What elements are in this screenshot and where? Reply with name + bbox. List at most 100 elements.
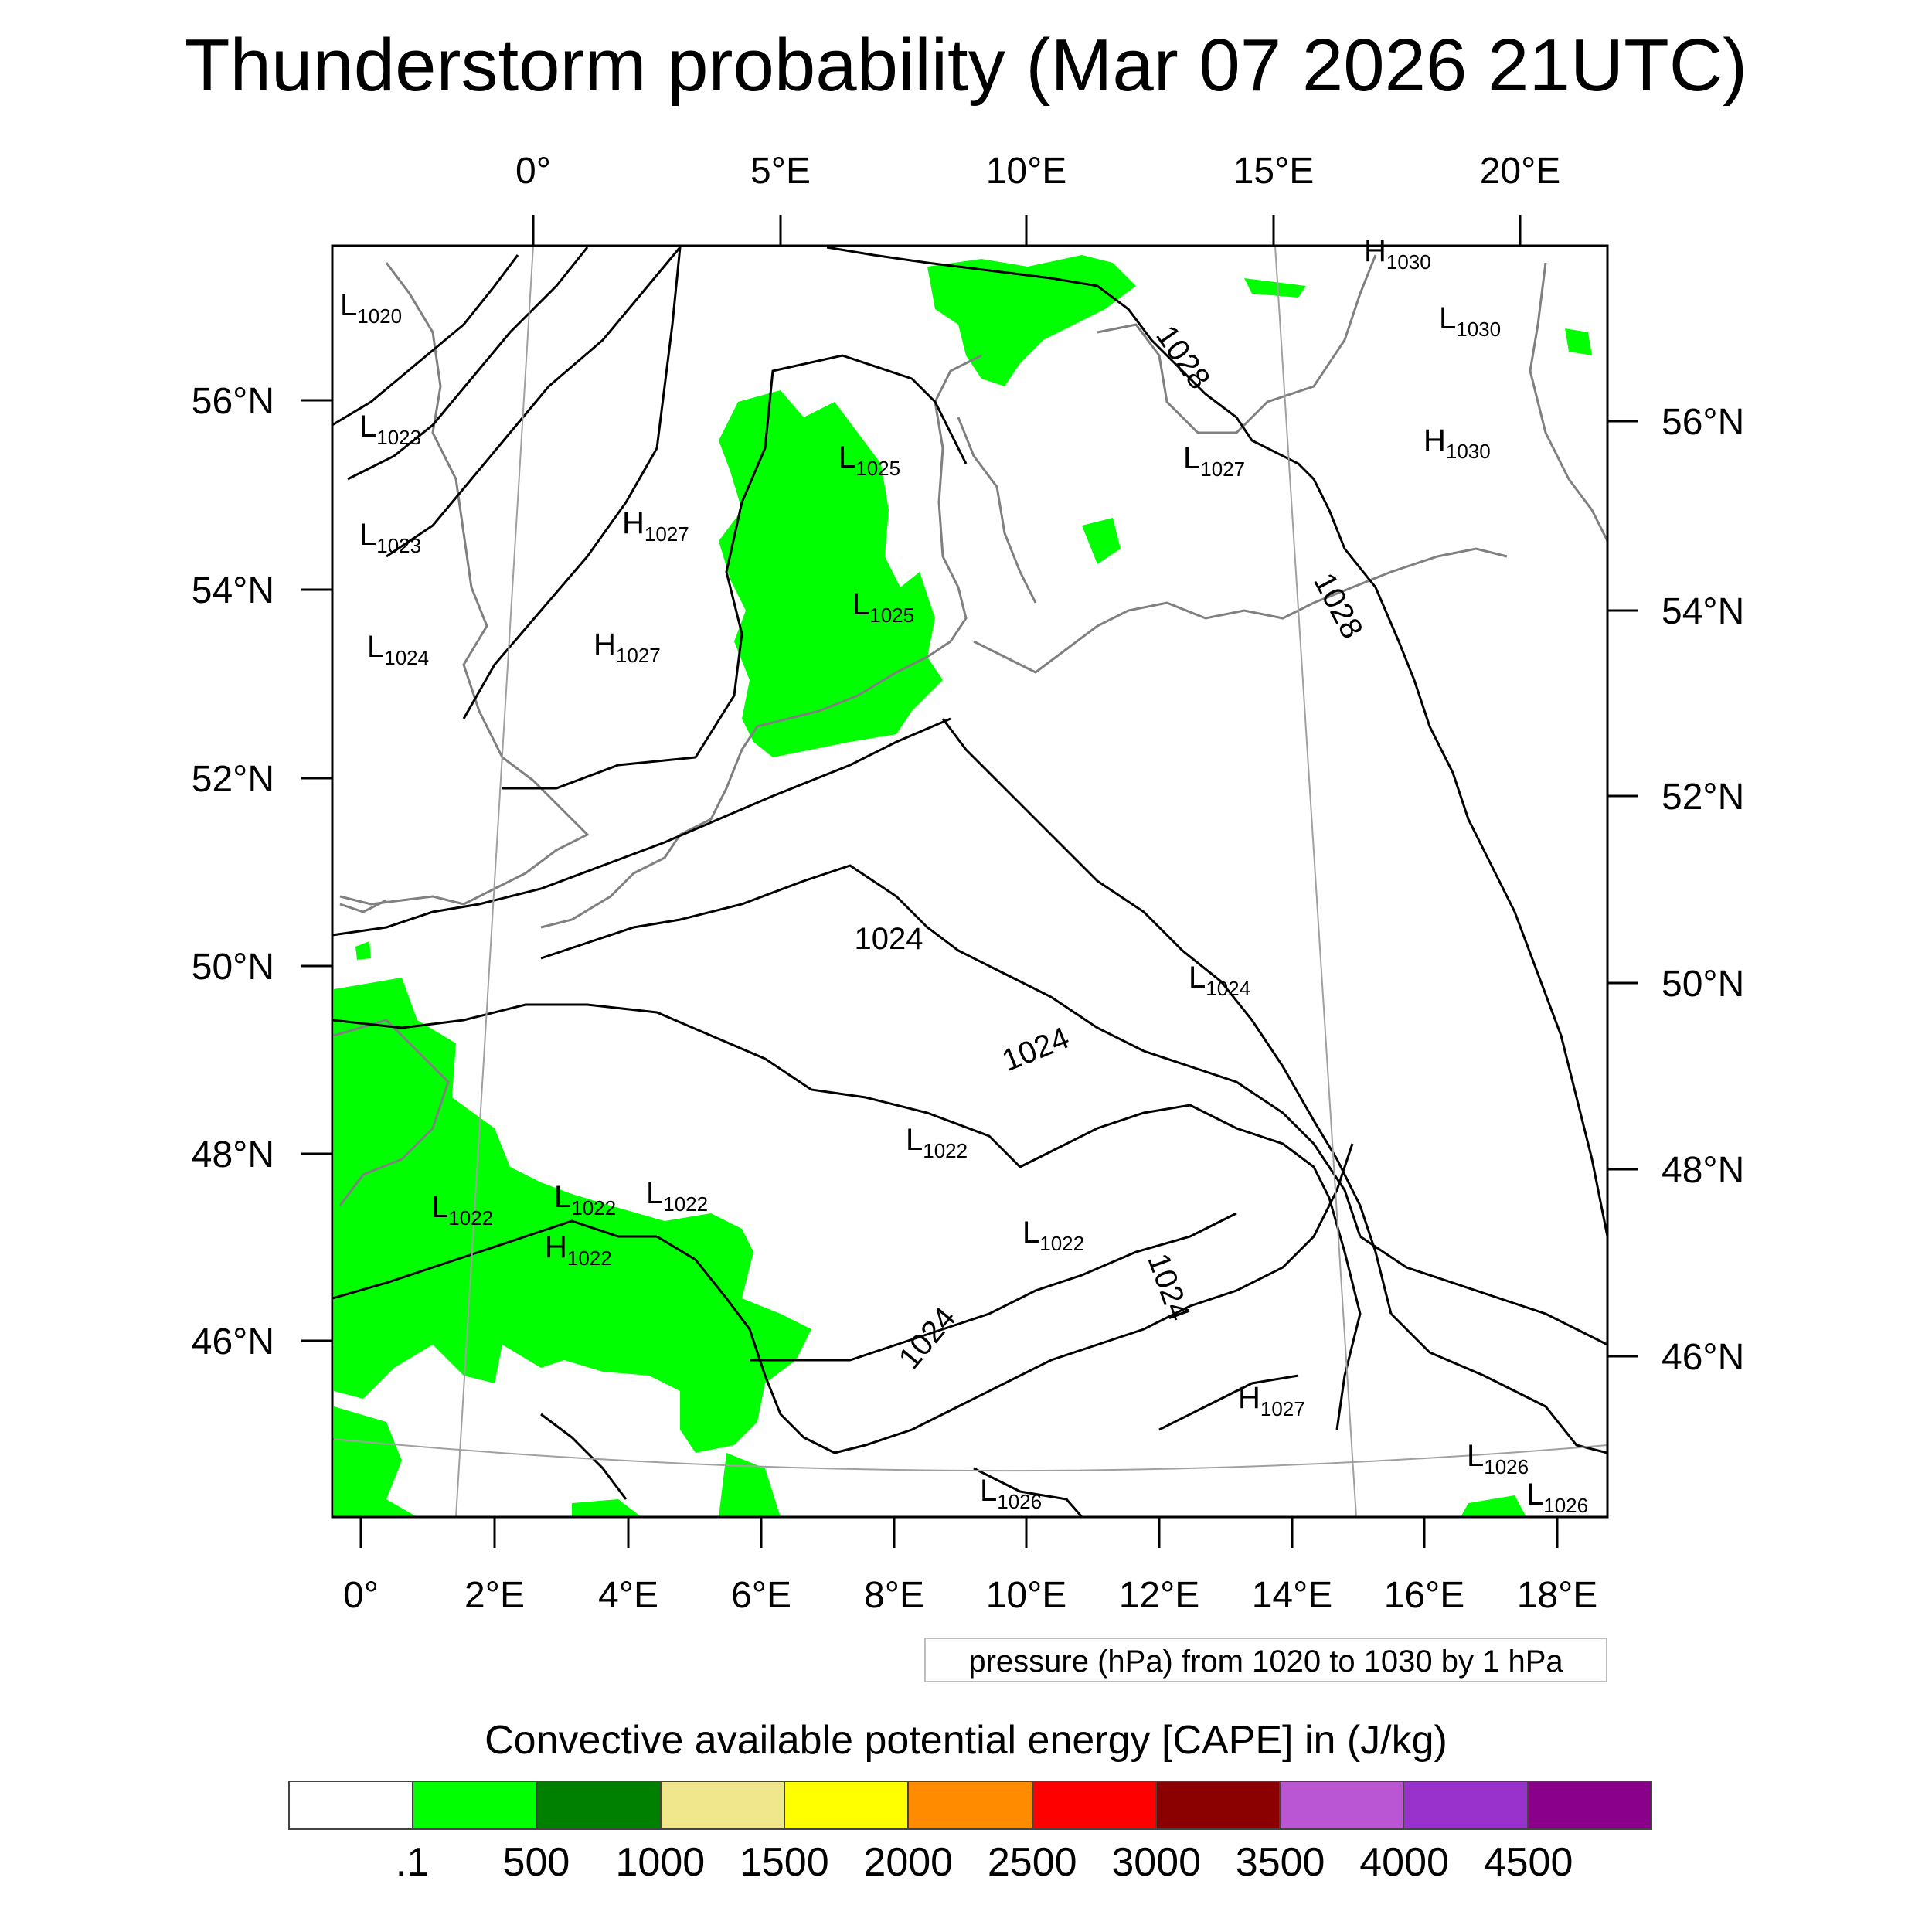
top-lon-label: 15°E — [1233, 151, 1315, 192]
isobar — [347, 247, 589, 481]
contour-label: 1024 — [1141, 1249, 1196, 1325]
left-latitude-labels: 56°N 54°N 52°N 50°N 48°N 46°N — [192, 381, 274, 1362]
low-pressure-label: L1022 — [1022, 1216, 1084, 1255]
coast-ireland-south — [339, 899, 387, 913]
colorbar-box — [1404, 1782, 1529, 1828]
isobar — [973, 1467, 1083, 1517]
coast-denmark — [957, 417, 1037, 604]
coast-sweden — [1097, 254, 1377, 434]
isobar — [1359, 1235, 1607, 1346]
cape-area-baltic-east — [1565, 328, 1592, 355]
cape-area-sweden — [1244, 278, 1306, 298]
bottom-lon-label: 6°E — [731, 1575, 791, 1616]
cape-area-channel — [355, 941, 371, 960]
low-pressure-label: L1022 — [646, 1176, 708, 1216]
colorbar-tick-label: 3000 — [1111, 1840, 1202, 1885]
graticule — [332, 246, 1607, 1517]
low-pressure-label: L1022 — [554, 1180, 616, 1219]
tick-marks — [301, 215, 1638, 1548]
colorbar-box — [413, 1782, 538, 1828]
left-lat-label: 48°N — [192, 1134, 274, 1175]
low-pressure-label: L1026 — [980, 1474, 1042, 1513]
coast-germany-baltic — [973, 547, 1508, 674]
top-lon-label: 10°E — [986, 151, 1067, 192]
isobar-lines — [332, 246, 1607, 1517]
high-pressure-label: H1027 — [1238, 1381, 1305, 1420]
cape-shading — [334, 255, 1592, 1517]
cape-area-north-sea — [719, 390, 943, 757]
bottom-lon-label: 0° — [343, 1575, 379, 1616]
isobar — [1158, 1374, 1299, 1431]
low-pressure-label: L1020 — [340, 288, 402, 328]
bottom-lon-label: 10°E — [986, 1575, 1067, 1616]
meridian-line — [455, 246, 534, 1517]
colorbar-tick-label: 1500 — [739, 1840, 829, 1885]
bottom-lon-label: 16°E — [1384, 1575, 1465, 1616]
colorbar-box — [785, 1782, 910, 1828]
isobar — [332, 1219, 657, 1300]
bottom-longitude-labels: 0° 2°E 4°E 6°E 8°E 10°E 12°E 14°E 16°E 1… — [343, 1575, 1597, 1616]
top-lon-label: 0° — [515, 151, 551, 192]
map-title: Thunderstorm probability (Mar 07 2026 21… — [184, 24, 1748, 107]
coast-france-west — [333, 1019, 450, 1206]
low-pressure-label: L1022 — [431, 1190, 493, 1230]
isobar — [656, 1143, 1354, 1454]
parallel-line — [332, 1438, 1607, 1472]
right-lat-label: 56°N — [1662, 402, 1744, 443]
colorbar-box — [290, 1782, 414, 1828]
colorbar-tick-label: .1 — [395, 1840, 430, 1885]
high-pressure-label: H1022 — [545, 1230, 612, 1270]
colorbar-tick-label: 2000 — [863, 1840, 954, 1885]
isobar — [1389, 1312, 1607, 1454]
isobar — [826, 246, 1607, 1237]
low-pressure-label: L1026 — [1467, 1439, 1529, 1478]
right-lat-label: 54°N — [1662, 591, 1744, 632]
bottom-lon-label: 18°E — [1517, 1575, 1598, 1616]
cape-area-baltic-isle — [1082, 518, 1121, 564]
coast-gulf-riga — [1529, 262, 1607, 542]
top-longitude-labels: 0° 5°E 10°E 15°E 20°E — [515, 151, 1560, 192]
pressure-centers: L1020 L1023 L1023 L1024 H1027 H1027 L1025 L1025… — [340, 234, 1588, 1517]
colorbar-box — [537, 1782, 662, 1828]
meridian-line — [1274, 246, 1357, 1517]
colorbar-title: Convective available potential energy [C… — [485, 1718, 1447, 1763]
low-pressure-label: L1023 — [359, 410, 421, 449]
bottom-lon-label: 14°E — [1252, 1575, 1333, 1616]
right-lat-label: 46°N — [1662, 1337, 1744, 1378]
contour-label: 1028 — [1307, 567, 1369, 644]
low-pressure-label: L1027 — [1183, 441, 1245, 481]
isobar — [462, 247, 682, 719]
contour-label: 1024 — [893, 1301, 963, 1375]
right-lat-label: 52°N — [1662, 777, 1744, 818]
colorbar-tick-label: 4000 — [1359, 1840, 1449, 1885]
cape-area-italy — [572, 1499, 641, 1517]
isobar — [540, 1413, 628, 1500]
cape-colorbar — [288, 1781, 1652, 1830]
bottom-lon-label: 4°E — [598, 1575, 658, 1616]
colorbar-box — [909, 1782, 1033, 1828]
colorbar-tick-label: 500 — [502, 1840, 570, 1885]
coastlines — [333, 254, 1607, 1206]
bottom-lon-label: 8°E — [864, 1575, 924, 1616]
colorbar-box — [1528, 1782, 1651, 1828]
low-pressure-label: L1024 — [1189, 961, 1250, 1000]
plot-frame — [331, 244, 1609, 1519]
pressure-legend-note: pressure (hPa) from 1020 to 1030 by 1 hP… — [924, 1638, 1607, 1682]
left-lat-label: 46°N — [192, 1321, 274, 1362]
bottom-lon-label: 12°E — [1119, 1575, 1200, 1616]
high-pressure-label: H1027 — [622, 506, 689, 546]
low-pressure-label: L1026 — [1526, 1478, 1588, 1517]
low-pressure-label: L1023 — [359, 518, 421, 557]
isobar — [502, 354, 968, 790]
colorbar-tick-label: 1000 — [615, 1840, 706, 1885]
right-lat-label: 48°N — [1662, 1150, 1744, 1191]
cape-area-denmark-north — [927, 255, 1136, 386]
isobar — [941, 718, 1393, 1315]
cape-area-alps-south — [719, 1453, 781, 1517]
high-pressure-label: H1030 — [1364, 234, 1431, 274]
low-pressure-label: L1022 — [906, 1123, 968, 1162]
coast-continent — [540, 354, 982, 929]
isobar — [332, 717, 951, 937]
colorbar-tick-label: 2500 — [987, 1840, 1077, 1885]
